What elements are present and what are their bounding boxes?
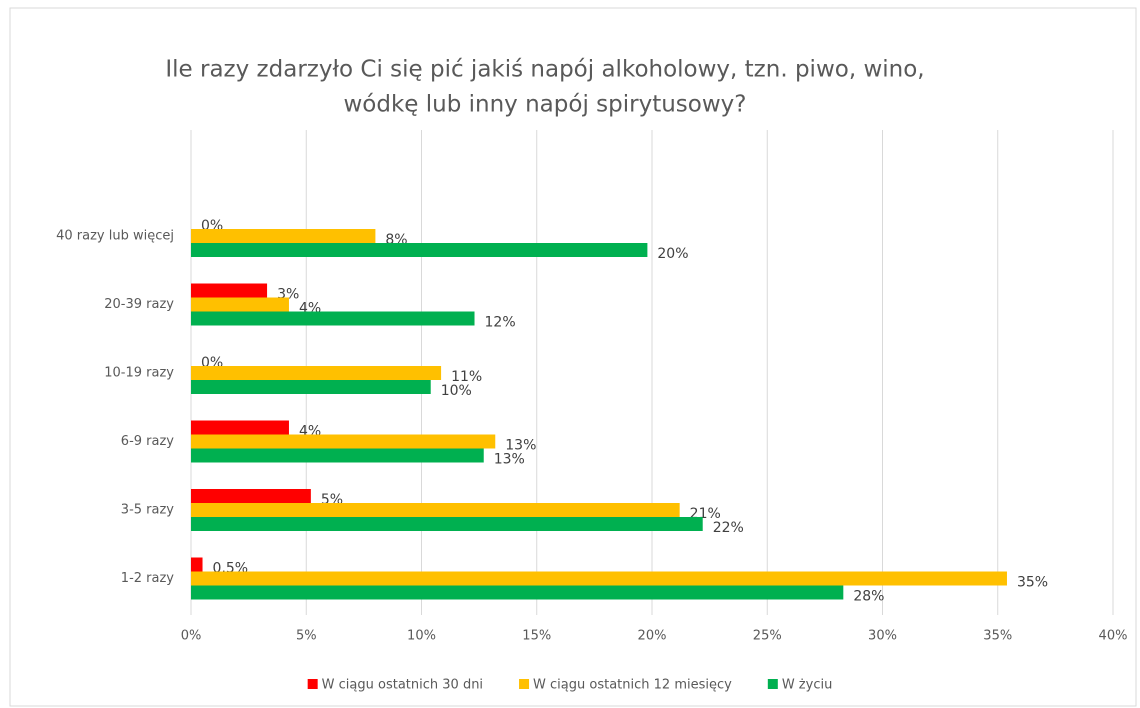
bar (191, 448, 484, 463)
y-tick-label: 3-5 razy (121, 503, 175, 518)
data-label: 22% (713, 520, 744, 536)
bar (191, 311, 475, 326)
bar (191, 557, 203, 572)
x-tick-label: 30% (868, 629, 897, 644)
bar (191, 434, 496, 449)
y-tick-label: 40 razy lub więcej (56, 229, 174, 244)
bar (191, 229, 376, 243)
x-tick-label: 5% (296, 629, 317, 644)
x-tick-label: 0% (181, 629, 202, 644)
legend-label: W ciągu ostatnich 30 dni (322, 678, 483, 693)
bar (191, 571, 1007, 586)
bar (191, 297, 289, 312)
bar (191, 517, 703, 531)
x-tick-label: 15% (522, 629, 551, 644)
bar (191, 489, 311, 503)
bar (191, 380, 431, 394)
y-tick-label: 10-19 razy (104, 366, 174, 381)
x-tick-label: 35% (983, 629, 1012, 644)
legend-label: W ciągu ostatnich 12 miesięcy (533, 678, 732, 693)
bar (191, 366, 442, 380)
legend-swatch (767, 679, 778, 689)
legend-swatch (519, 679, 530, 689)
x-tick-label: 20% (638, 629, 667, 644)
x-tick-label: 25% (753, 629, 782, 644)
data-label: 13% (494, 452, 525, 468)
y-tick-label: 1-2 razy (121, 571, 175, 586)
data-label: 28% (853, 589, 884, 605)
bar (191, 420, 289, 435)
legend-label: W życiu (782, 678, 833, 693)
bar (191, 503, 680, 517)
legend-swatch (307, 679, 318, 689)
y-tick-label: 20-39 razy (104, 297, 174, 312)
bar (191, 243, 648, 257)
data-label: 10% (441, 383, 472, 399)
x-tick-label: 10% (407, 629, 436, 644)
data-label: 12% (485, 315, 516, 331)
data-label: 20% (657, 246, 688, 262)
y-tick-label: 6-9 razy (121, 434, 175, 449)
data-label: 11% (451, 369, 482, 385)
data-label: 13% (505, 438, 536, 454)
chart-title: Ile razy zdarzyło Ci się pić jakiś napój… (165, 57, 924, 83)
data-label: 35% (1017, 575, 1048, 591)
chart-title: wódkę lub inny napój spirytusowy? (344, 92, 747, 118)
bar (191, 283, 268, 298)
bar (191, 585, 844, 600)
x-tick-label: 40% (1099, 629, 1128, 644)
